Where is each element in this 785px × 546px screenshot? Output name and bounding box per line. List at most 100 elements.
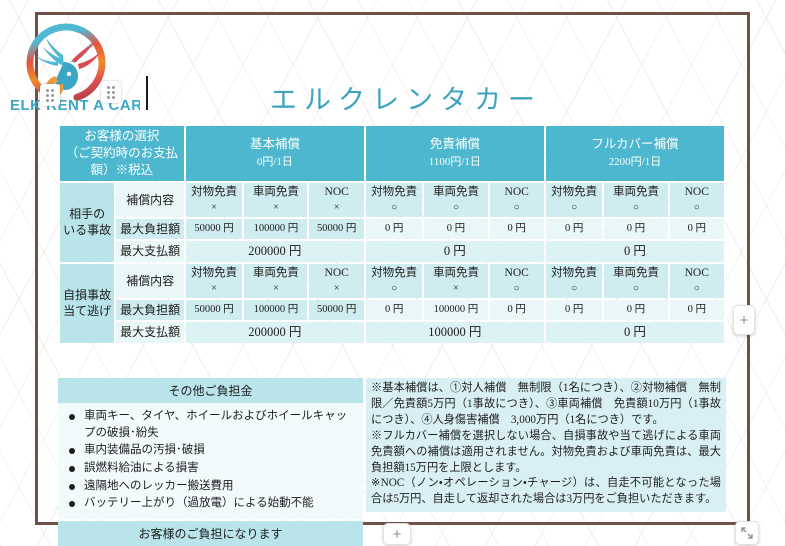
subheader-vehicle-deductible: 車両免責 × — [424, 263, 488, 298]
mark: ○ — [632, 283, 639, 295]
plan-name: フルカバー補償 — [591, 137, 679, 152]
group-label-self-inflicted-accident: 自損事故 当て逃げ — [60, 263, 115, 343]
subheader-vehicle-deductible: 車両免責 × — [244, 263, 308, 298]
mark: × — [453, 283, 459, 295]
table-row: 最大支払額 200000 円 100000 円 0 円 — [60, 321, 724, 343]
subheader-noc: NOC ○ — [669, 263, 724, 298]
row-label-coverage: 補償内容 — [116, 182, 184, 217]
other-charges-footer: お客様のご負担になります — [58, 521, 363, 546]
mark: ○ — [571, 202, 578, 214]
subheader-noc: NOC × — [309, 182, 364, 217]
table-header-row: お客様の選択 （ご契約時のお支払 額）※税込 基本補償 0円/1日 免責補償 1… — [60, 126, 724, 181]
add-row-button[interactable]: + — [383, 523, 411, 545]
note-basic-coverage: ※基本補償は、①対人補償 無制限（1名につき）、②対物補償 無制限／免責額5万円… — [371, 382, 721, 426]
group-label-accident-with-other: 相手の いる事故 — [60, 182, 115, 262]
cell-value: 0 円 — [669, 218, 724, 239]
cell-value: 0 円 — [489, 218, 544, 239]
plan-price: 0円/1日 — [256, 156, 293, 169]
mark: × — [211, 202, 217, 214]
subheader-noc: NOC ○ — [489, 263, 544, 298]
mark: × — [333, 283, 340, 295]
row-label-max-burden: 最大負担額 — [116, 218, 184, 239]
subheader-vehicle-deductible: 車両免責 ○ — [424, 182, 488, 217]
cell-value: 0 円 — [545, 299, 603, 320]
table-row: 最大負担額 50000 円 100000 円 50000 円 0 円 0 円 0… — [60, 218, 724, 239]
table-row: 最大支払額 200000 円 0 円 0 円 — [60, 240, 724, 262]
subheader-property-deductible: 対物免責 × — [185, 263, 243, 298]
subheader-vehicle-deductible: 車両免責 ○ — [604, 182, 668, 217]
cell-value: 0 円 — [545, 218, 603, 239]
plan-name: 基本補償 — [249, 137, 300, 152]
mark: ○ — [693, 283, 700, 295]
cell-max-payment: 0 円 — [545, 321, 724, 343]
list-item: 遠隔地へのレッカー搬送費用 — [64, 478, 357, 495]
subheader-property-deductible: 対物免責 ○ — [545, 263, 603, 298]
list-item: 車内装備品の汚損･破損 — [64, 442, 357, 459]
plan-name: 免責補償 — [429, 137, 480, 152]
table-row: 自損事故 当て逃げ 補償内容 対物免責 × 車両免責 × NOC × 対物免責 — [60, 263, 724, 343]
cell-value: 50000 円 — [185, 218, 243, 239]
drag-grip-handle-right[interactable] — [101, 81, 121, 103]
other-charges-list: 車両キー、タイヤ、ホイールおよびホイールキャップの破損･紛失 車内装備品の汚損･… — [64, 408, 357, 512]
cell-value: 100000 円 — [244, 299, 308, 320]
cell-value: 50000 円 — [309, 218, 364, 239]
mark: × — [211, 283, 217, 295]
list-item: バッテリー上がり（過放電）による始動不能 — [64, 495, 357, 512]
mark: ○ — [513, 202, 520, 214]
text-cursor-caret — [146, 76, 148, 110]
mark: ○ — [391, 283, 398, 295]
other-charges-panel: その他ご負担金 車両キー、タイヤ、ホイールおよびホイールキャップの破損･紛失 車… — [58, 378, 363, 546]
mark: × — [273, 283, 279, 295]
insurance-coverage-table: お客様の選択 （ご契約時のお支払 額）※税込 基本補償 0円/1日 免責補償 1… — [58, 124, 726, 345]
list-item: 誤燃料給油による損害 — [64, 460, 357, 477]
cell-value: 100000 円 — [424, 299, 488, 320]
cell-value: 0 円 — [424, 218, 488, 239]
mark: ○ — [452, 202, 459, 214]
subheader-noc: NOC × — [309, 263, 364, 298]
cell-value: 50000 円 — [309, 299, 364, 320]
subheader-vehicle-deductible: 車両免責 ○ — [604, 263, 668, 298]
subheader-property-deductible: 対物免責 ○ — [545, 182, 603, 217]
note-noc: ※NOC（ノン・オペレーション・チャージ）は、自走不可能となった場合は5万円、自… — [371, 477, 721, 506]
cell-value: 0 円 — [604, 218, 668, 239]
cell-max-payment: 200000 円 — [185, 321, 364, 343]
cell-max-payment: 0 円 — [365, 240, 544, 262]
row-label-max-burden: 最大負担額 — [116, 299, 184, 320]
mark: ○ — [513, 283, 520, 295]
header-line3: 額）※税込 — [90, 162, 154, 177]
mark: ○ — [693, 202, 700, 214]
disclaimer-notes-panel: ※基本補償は、①対人補償 無制限（1名につき）、②対物補償 無制限／免責額5万円… — [366, 378, 726, 512]
cell-max-payment: 0 円 — [545, 240, 724, 262]
other-charges-body: 車両キー、タイヤ、ホイールおよびホイールキャップの破損･紛失 車内装備品の汚損･… — [58, 403, 363, 520]
header-customer-selection: お客様の選択 （ご契約時のお支払 額）※税込 — [60, 126, 184, 181]
add-column-button[interactable]: + — [733, 305, 755, 335]
header-basic-plan: 基本補償 0円/1日 — [185, 126, 364, 181]
elk-rent-a-car-logo[interactable]: ELK RENT A CAR — [8, 18, 140, 110]
drag-grip-handle-left[interactable] — [40, 84, 60, 106]
cell-value: 50000 円 — [185, 299, 243, 320]
cell-value: 0 円 — [489, 299, 544, 320]
subheader-vehicle-deductible: 車両免責 × — [244, 182, 308, 217]
subheader-noc: NOC ○ — [669, 182, 724, 217]
header-deductible-plan: 免責補償 1100円/1日 — [365, 126, 544, 181]
cell-value: 0 円 — [365, 218, 423, 239]
other-charges-title: その他ご負担金 — [58, 378, 363, 403]
header-line2: （ご契約時のお支払 — [65, 145, 179, 160]
list-item: 車両キー、タイヤ、ホイールおよびホイールキャップの破損･紛失 — [64, 408, 357, 441]
cell-max-payment: 100000 円 — [365, 321, 544, 343]
mark: ○ — [632, 202, 639, 214]
table-row: 最大負担額 50000 円 100000 円 50000 円 0 円 10000… — [60, 299, 724, 320]
cell-max-payment: 200000 円 — [185, 240, 364, 262]
row-label-max-payment: 最大支払額 — [116, 321, 184, 343]
mark: ○ — [391, 202, 398, 214]
subheader-property-deductible: 対物免責 × — [185, 182, 243, 217]
cell-value: 100000 円 — [244, 218, 308, 239]
page-title: エルクレンタカー — [270, 85, 542, 116]
cell-value: 0 円 — [604, 299, 668, 320]
plan-price: 2200円/1日 — [608, 156, 662, 169]
header-line1: お客様の選択 — [84, 129, 160, 143]
resize-handle-icon[interactable] — [735, 521, 759, 545]
cell-value: 0 円 — [669, 299, 724, 320]
table-row: 相手の いる事故 補償内容 対物免責 × 車両免責 × NOC × 対物免責 — [60, 182, 724, 262]
mark: × — [273, 202, 279, 214]
